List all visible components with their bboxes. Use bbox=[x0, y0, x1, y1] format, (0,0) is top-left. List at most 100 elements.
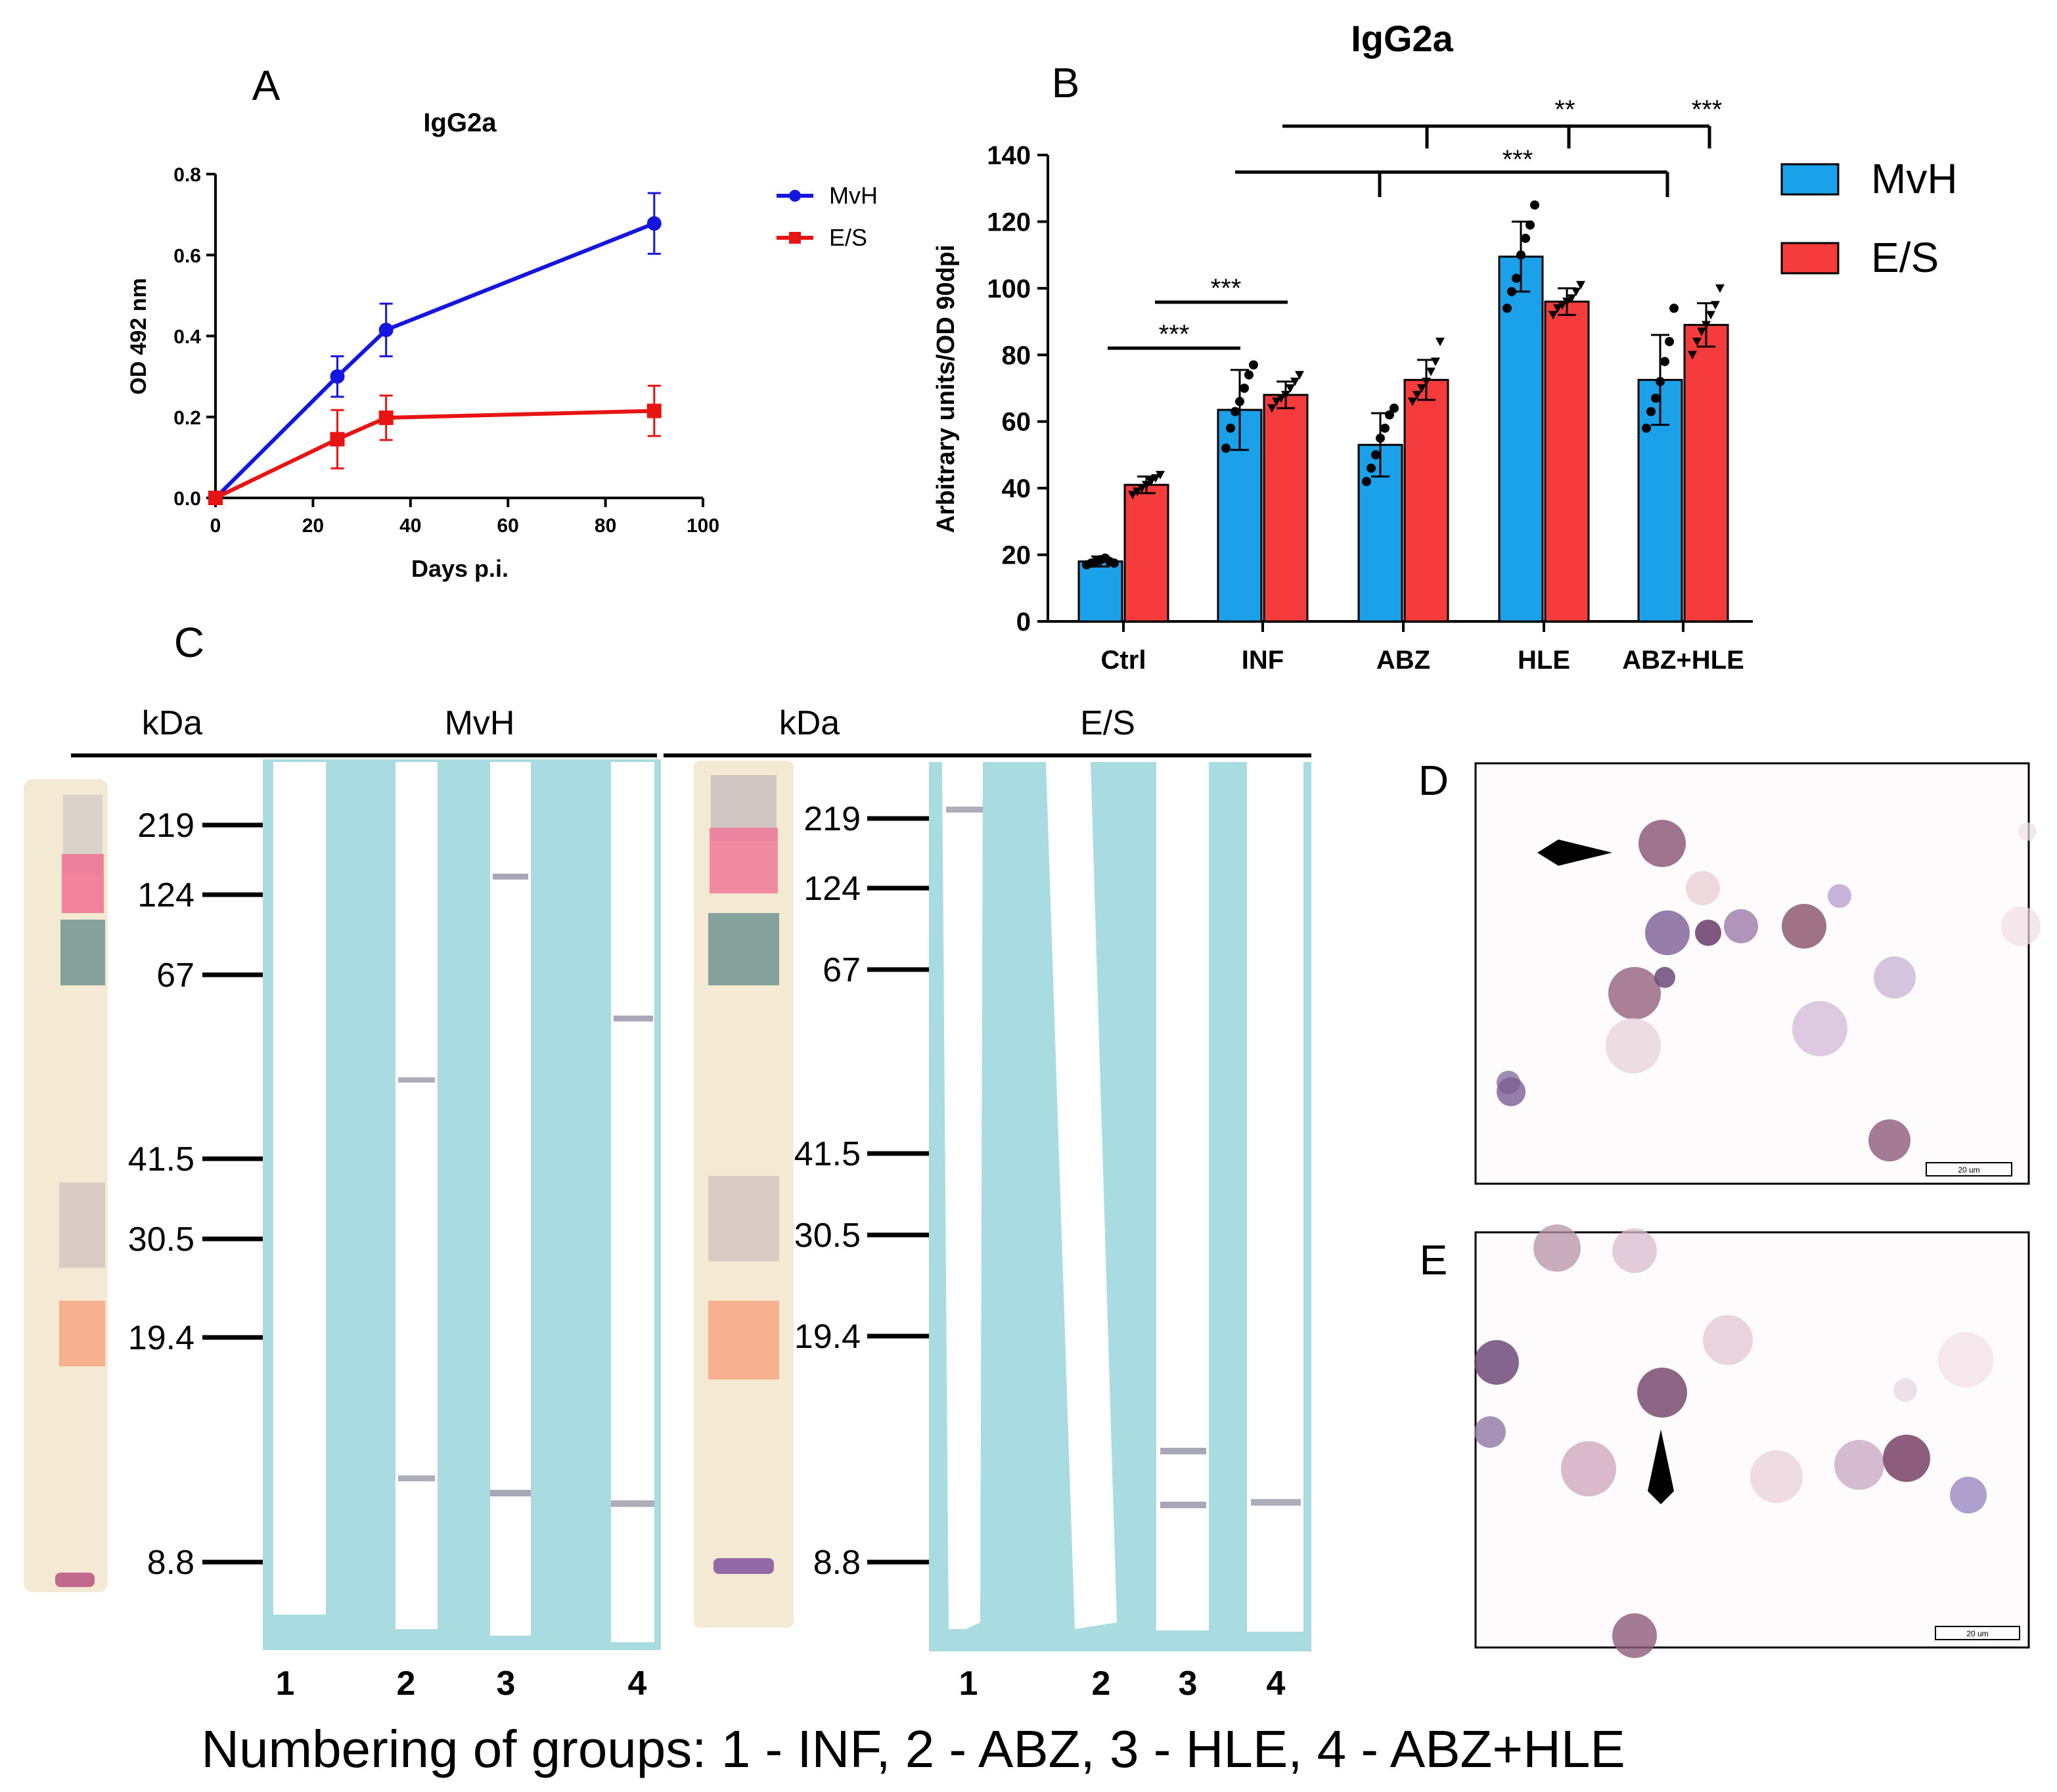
data-point bbox=[1295, 370, 1304, 380]
panel-d: D 20 um bbox=[1418, 757, 2041, 1185]
x-tick-label: 100 bbox=[687, 515, 719, 537]
band-es-4 bbox=[1251, 1499, 1301, 1506]
kda-label: 30.5 bbox=[128, 1221, 194, 1259]
panel-a-y-label: OD 492 nm bbox=[126, 278, 151, 395]
data-point bbox=[1548, 311, 1558, 320]
cells-e bbox=[1474, 1224, 1993, 1658]
bar-mvh-abz bbox=[1357, 443, 1403, 623]
significance-brackets: *** *** *** ** *** bbox=[1108, 95, 1722, 350]
marker-r-band-30 bbox=[708, 1176, 779, 1261]
panel-b-bars bbox=[1077, 256, 1729, 623]
lane-number-es: 2 bbox=[1092, 1665, 1111, 1703]
scale-label-e: 20 um bbox=[1966, 1629, 1988, 1638]
data-point bbox=[1512, 273, 1521, 283]
marker-r-band-19 bbox=[708, 1301, 779, 1379]
y-tick-label: 0.8 bbox=[173, 164, 201, 186]
lane-numbers: 1 2 3 4 1 2 3 4 bbox=[276, 1665, 1286, 1703]
panel-b-y-label: Arbitrary units/OD 90dpi bbox=[932, 244, 960, 533]
bracket-top bbox=[1282, 124, 1711, 148]
marker-band-19 bbox=[59, 1301, 105, 1366]
x-tick-label: ABZ+HLE bbox=[1622, 646, 1744, 675]
cell bbox=[1561, 1441, 1616, 1496]
lane-number-mvh: 1 bbox=[276, 1665, 295, 1703]
kda-label: 124 bbox=[137, 876, 194, 914]
data-point bbox=[1133, 487, 1142, 497]
scale-label-d: 20 um bbox=[1958, 1165, 1979, 1175]
panel-label-c: C bbox=[174, 619, 204, 666]
arrowhead-d-top bbox=[1537, 840, 1612, 853]
strip-es-1 bbox=[942, 762, 983, 1629]
bar-mvh-ctrl bbox=[1077, 560, 1123, 623]
legend-b-es-swatch bbox=[1780, 242, 1840, 275]
marker-band-30 bbox=[59, 1182, 105, 1268]
data-point bbox=[1286, 384, 1295, 393]
panel-label-e: E bbox=[1420, 1236, 1448, 1284]
legend-b-mvh-label: MvH bbox=[1871, 155, 1958, 202]
panel-b: B IgG2a 0 20 40 60 80 100 120 140 Ctrl INF ABZ HLE… bbox=[932, 18, 1958, 675]
data-point bbox=[1646, 407, 1656, 416]
panel-b-points bbox=[1082, 200, 1725, 570]
data-point bbox=[1692, 338, 1702, 346]
x-tick-label: ABZ bbox=[1376, 646, 1430, 675]
cell bbox=[1834, 1440, 1884, 1490]
marker-lane-left bbox=[24, 779, 108, 1592]
series-line-0 bbox=[214, 221, 655, 500]
data-point bbox=[1660, 357, 1669, 367]
y-tick-label: 140 bbox=[987, 141, 1031, 170]
sig-inf-abzhle: *** bbox=[1503, 145, 1533, 174]
scale-bar-e bbox=[1935, 1626, 2020, 1640]
data-point bbox=[1553, 304, 1562, 313]
lane-number-es: 4 bbox=[1267, 1665, 1286, 1703]
arrowhead-d-bottom bbox=[1537, 853, 1612, 866]
panel-a-y-ticks: 0.0 0.2 0.4 0.6 0.8 bbox=[173, 164, 215, 510]
cell bbox=[1750, 1450, 1803, 1503]
data-point bbox=[1128, 491, 1137, 500]
arrowhead-e-right bbox=[1661, 1429, 1674, 1504]
cell bbox=[1608, 967, 1661, 1019]
data-point bbox=[1669, 303, 1679, 313]
band-mvh-2b bbox=[398, 1475, 435, 1481]
y-tick-label: 0.4 bbox=[173, 326, 201, 348]
band-es-3b bbox=[1160, 1502, 1206, 1508]
kda-label: 41.5 bbox=[794, 1135, 861, 1173]
band-mvh-4a bbox=[614, 1016, 653, 1021]
data-point bbox=[1272, 397, 1281, 407]
data-point bbox=[1277, 394, 1286, 403]
bar-es-abz bbox=[1403, 378, 1449, 623]
cell bbox=[1950, 1477, 1987, 1513]
lane-number-es: 3 bbox=[1179, 1665, 1198, 1703]
series-line-1 bbox=[214, 409, 654, 500]
band-es-3a bbox=[1160, 1448, 1206, 1454]
legend-b-mvh-swatch bbox=[1780, 163, 1840, 196]
cell bbox=[1645, 910, 1690, 955]
bar-mvh-hle bbox=[1498, 256, 1544, 623]
legend-b-es-label: E/S bbox=[1871, 234, 1939, 281]
membrane-mvh bbox=[263, 759, 661, 1650]
cell bbox=[1606, 1018, 1661, 1073]
kda-label: 219 bbox=[803, 800, 861, 838]
bar-es-hle bbox=[1544, 300, 1590, 623]
x-tick-label: 20 bbox=[302, 515, 324, 537]
sig-ctrl-inf: *** bbox=[1159, 320, 1190, 349]
data-point bbox=[378, 410, 394, 425]
data-point bbox=[1267, 404, 1277, 413]
panel-label-b: B bbox=[1052, 59, 1080, 106]
panel-label-d: D bbox=[1418, 757, 1449, 804]
band-mvh-4b bbox=[611, 1500, 654, 1507]
bar-es-abz+hle bbox=[1683, 324, 1729, 623]
data-point bbox=[1413, 391, 1422, 400]
panel-e: E 20 um bbox=[1420, 1224, 2030, 1658]
data-point bbox=[1221, 443, 1231, 453]
y-tick-label: 0.6 bbox=[173, 245, 201, 267]
strip-mvh-2 bbox=[396, 762, 438, 1629]
y-tick-label: 0.2 bbox=[173, 407, 201, 429]
y-tick-label: 100 bbox=[987, 275, 1031, 303]
data-point bbox=[1367, 463, 1376, 473]
data-point bbox=[1521, 233, 1530, 243]
data-point bbox=[1417, 384, 1426, 393]
panel-a-series bbox=[208, 192, 662, 505]
marker-lane-right bbox=[694, 761, 794, 1628]
kda-label: 41.5 bbox=[128, 1140, 194, 1178]
cell bbox=[1612, 1613, 1657, 1658]
